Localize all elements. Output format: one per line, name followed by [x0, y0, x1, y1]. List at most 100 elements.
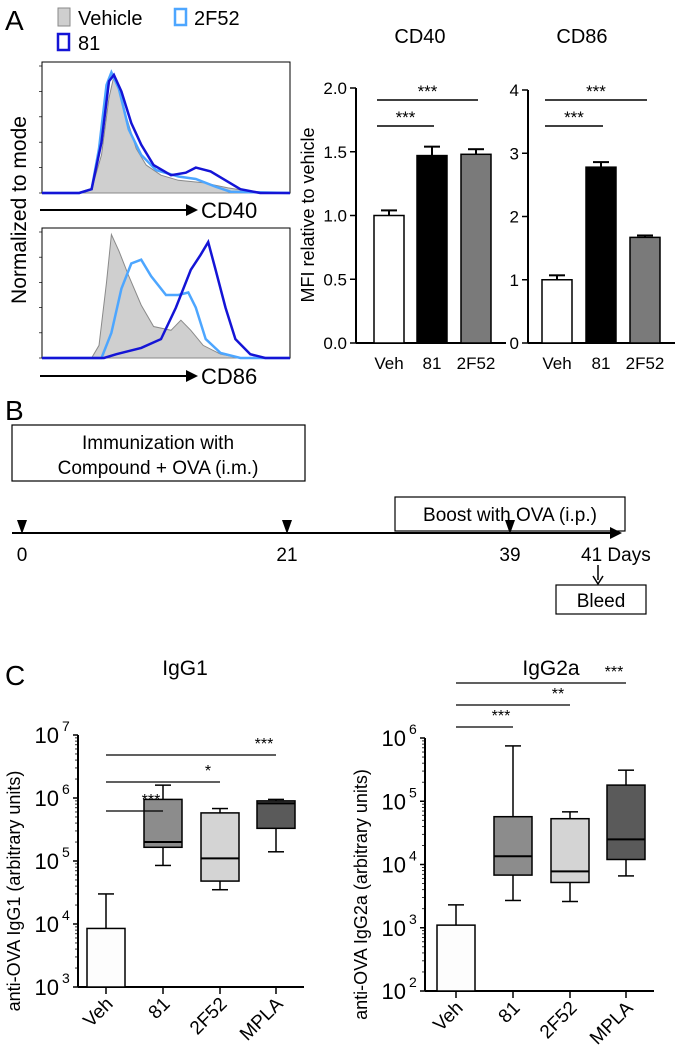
timeline-day-label: 21 — [276, 545, 297, 566]
bar-ylabel: MFI relative to vehicle — [298, 127, 318, 302]
box-category-label: 81 — [145, 994, 175, 1024]
box-category-label: Veh — [80, 994, 118, 1032]
timeline-box-bleed — [555, 584, 647, 615]
arrowhead-icon — [186, 204, 198, 216]
significance-label: *** — [564, 108, 584, 127]
histogram-vehicle-0 — [42, 74, 291, 194]
significance-label: *** — [586, 82, 606, 101]
significance-label: *** — [605, 664, 624, 681]
timeline-day-label: 39 — [499, 545, 520, 566]
box-ytick-exponent: 6 — [409, 721, 417, 737]
timeline-immunization-line1: Immunization with — [82, 433, 234, 454]
significance-label: *** — [492, 708, 511, 725]
bar-ytick-label: 1.0 — [323, 207, 347, 226]
bar-ytick-label: 0.0 — [323, 334, 347, 353]
box-ytick-base: 10 — [35, 912, 59, 937]
bleed-arrowhead-icon — [592, 575, 604, 586]
bar-title-CD40: CD40 — [394, 26, 445, 48]
histogram-2f52-1 — [42, 258, 290, 360]
box-MPLA — [256, 800, 296, 830]
box-ytick-exponent: 7 — [62, 718, 70, 734]
bar-81 — [585, 166, 617, 344]
bar-category-label: 2F52 — [457, 354, 496, 373]
timeline-marker-icon — [282, 520, 292, 534]
legend-swatch-81 — [56, 32, 71, 52]
bar-2F52 — [629, 236, 661, 344]
legend-swatch-vehicle — [57, 7, 71, 27]
box-category-label: 2F52 — [536, 998, 581, 1043]
bar-ytick-label: 3 — [510, 144, 519, 163]
bar-2F52 — [460, 153, 492, 344]
timeline-immunization-line2: Compound + OVA (i.m.) — [58, 458, 259, 479]
timeline-bleed-label: Bleed — [577, 591, 626, 612]
arrowhead-icon — [186, 370, 198, 382]
box-ytick-exponent: 4 — [62, 907, 70, 923]
bar-title-CD86: CD86 — [556, 26, 607, 48]
bar-category-label: 81 — [592, 354, 611, 373]
box-category-label: Veh — [430, 998, 468, 1036]
histogram-xlabel-1: CD86 — [201, 364, 257, 389]
box-81 — [493, 815, 533, 876]
significance-label: *** — [418, 82, 438, 101]
significance-label: ** — [552, 686, 564, 703]
legend-label-81: 81 — [78, 33, 100, 55]
bar-category-label: 2F52 — [626, 354, 665, 373]
bar-ytick-label: 0.5 — [323, 270, 347, 289]
box-ytick-base: 10 — [35, 849, 59, 874]
box-2F52 — [550, 817, 590, 884]
bar-category-label: Veh — [542, 354, 571, 373]
box-category-label: 2F52 — [186, 994, 231, 1039]
box-ytick-base: 10 — [35, 786, 59, 811]
bar-Veh — [373, 214, 405, 344]
box-ytick-base: 10 — [382, 726, 406, 751]
box-ytick-base: 10 — [382, 979, 406, 1004]
box-ytick-exponent: 5 — [409, 784, 417, 800]
significance-label: *** — [255, 736, 274, 753]
bar-ytick-label: 4 — [510, 81, 519, 100]
bar-category-label: Veh — [374, 354, 403, 373]
bar-veh — [86, 927, 126, 988]
timeline-box-immunization — [11, 424, 306, 482]
bar-Veh — [541, 279, 573, 344]
histogram-ylabel: Normalized to mode — [8, 116, 31, 304]
legend-label-vehicle: Vehicle — [78, 8, 143, 30]
panel-label-b: B — [5, 395, 24, 426]
box-2F52 — [200, 812, 240, 882]
panel-label-c: C — [5, 660, 25, 691]
box-ylabel: anti-OVA IgG2a (arbitrary units) — [351, 769, 371, 1020]
significance-label: *** — [396, 108, 416, 127]
box-ytick-exponent: 5 — [62, 844, 70, 860]
legend-label-2f52: 2F52 — [194, 8, 240, 30]
box-ytick-exponent: 6 — [62, 781, 70, 797]
box-ytick-exponent: 4 — [409, 848, 417, 864]
significance-label: * — [205, 763, 211, 780]
bar-ytick-label: 0 — [510, 334, 519, 353]
box-category-label: MPLA — [586, 997, 638, 1049]
box-title-IgG1: IgG1 — [162, 657, 208, 680]
box-ytick-base: 10 — [382, 853, 406, 878]
bar-81 — [416, 154, 448, 344]
legend-swatch-2f52 — [173, 7, 188, 27]
timeline-day-label: 0 — [17, 545, 28, 566]
panel-label-a: A — [5, 5, 24, 36]
box-category-label: 81 — [495, 998, 525, 1028]
bar-ytick-label: 1 — [510, 271, 519, 290]
bar-ytick-label: 2 — [510, 208, 519, 227]
box-ytick-base: 10 — [382, 916, 406, 941]
box-title-IgG2a: IgG2a — [522, 657, 580, 680]
timeline-marker-icon — [505, 520, 515, 534]
box-ytick-base: 10 — [35, 975, 59, 1000]
box-81 — [143, 798, 183, 849]
histogram-81-0 — [42, 72, 290, 195]
histogram-2f52-0 — [42, 69, 291, 195]
box-ytick-exponent: 3 — [409, 911, 417, 927]
histogram-xlabel-0: CD40 — [201, 198, 257, 223]
bar-veh — [436, 924, 476, 992]
box-ytick-exponent: 2 — [409, 974, 417, 990]
box-category-label: MPLA — [236, 993, 288, 1045]
histogram-81-1 — [42, 238, 290, 360]
bar-ytick-label: 2.0 — [323, 79, 347, 98]
box-MPLA — [606, 784, 646, 861]
box-ytick-base: 10 — [382, 789, 406, 814]
